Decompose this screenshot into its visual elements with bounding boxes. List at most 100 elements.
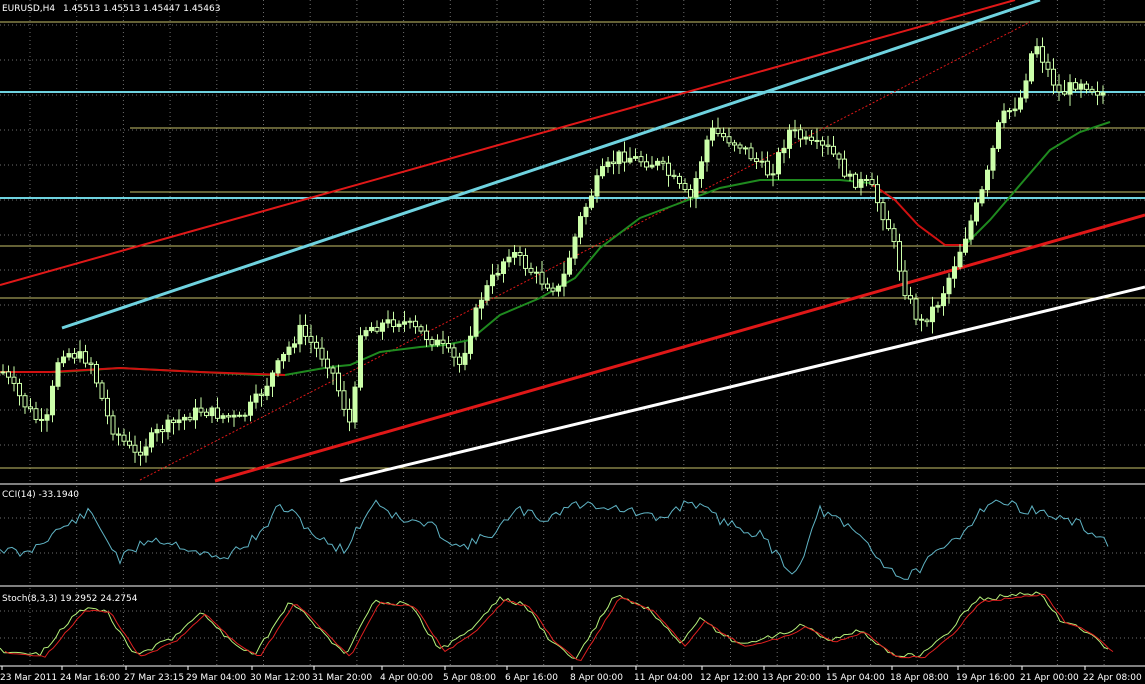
candle-body	[941, 293, 946, 307]
candle-body	[831, 145, 836, 155]
ohlc-label: 1.45513 1.45513 1.45447 1.45463	[63, 4, 220, 14]
candle-body	[28, 406, 33, 410]
time-axis-label: 15 Apr 04:00	[826, 673, 885, 683]
candle-body	[974, 202, 979, 222]
candle-body	[105, 397, 110, 417]
candle-body	[649, 164, 655, 168]
candle-body	[22, 395, 28, 408]
candle-body	[154, 429, 160, 434]
candle-body	[561, 273, 567, 287]
candle-body	[1040, 46, 1045, 63]
candle-body	[110, 415, 116, 435]
candle-body	[0, 371, 6, 374]
candle-body	[165, 419, 171, 433]
candle-body	[770, 173, 776, 176]
candle-body	[435, 339, 440, 346]
time-axis-label: 6 Apr 16:00	[505, 673, 558, 683]
trend-line	[139, 21, 1031, 481]
time-axis: 23 Mar 2011 24 Mar 16:00 27 Mar 23:15 29 Ma…	[0, 666, 1142, 683]
ma-line	[964, 121, 1111, 246]
candle-body	[286, 346, 292, 355]
candle-body	[413, 320, 418, 328]
candle-body	[979, 189, 985, 204]
candle-body	[330, 367, 336, 374]
candle-body	[297, 324, 303, 345]
candle-body	[946, 277, 952, 295]
candle-body	[66, 353, 72, 358]
time-axis-label: 18 Apr 08:00	[890, 673, 949, 683]
candle-body	[792, 129, 798, 132]
candle-body	[721, 133, 726, 138]
trend-lines[interactable]	[0, 0, 1145, 483]
candle-body	[149, 432, 154, 448]
cci-line	[0, 499, 1109, 580]
candle-body	[391, 319, 396, 328]
candle-body	[836, 153, 842, 160]
candle-body	[39, 418, 44, 421]
candle-body	[275, 360, 281, 374]
candle-body	[308, 335, 314, 343]
candle-body	[864, 178, 869, 181]
candle-body	[567, 257, 572, 275]
candle-body	[1100, 92, 1106, 96]
candle-body	[880, 202, 886, 221]
candle-body	[396, 323, 402, 328]
candle-body	[528, 267, 534, 273]
candle-body	[534, 271, 539, 274]
candle-body	[374, 326, 380, 332]
candle-body	[963, 238, 968, 253]
candle-body	[50, 385, 55, 416]
candle-body	[325, 358, 330, 369]
candle-body	[1056, 84, 1062, 93]
candle-body	[1029, 53, 1034, 82]
candle-body	[99, 382, 105, 399]
candle-body	[292, 343, 297, 348]
candle-body	[418, 326, 424, 332]
time-axis-label: 21 Apr 00:00	[1020, 673, 1079, 683]
candle-body	[253, 393, 259, 403]
candle-body	[204, 411, 209, 417]
candle-body	[407, 320, 413, 323]
candle-body	[473, 307, 479, 337]
candle-body	[886, 219, 891, 230]
stoch-label: Stoch(8,3,3) 19.2952 24.2754	[2, 594, 138, 604]
candle-body	[682, 182, 688, 191]
candle-body	[193, 407, 198, 421]
time-axis-label: 23 Mar 2011	[0, 673, 57, 683]
candle-body	[484, 285, 490, 301]
candle-body	[644, 161, 649, 168]
candle-body	[61, 356, 66, 364]
candle-body	[897, 241, 902, 272]
candle-body	[88, 362, 94, 365]
candle-body	[127, 440, 132, 446]
candle-body	[781, 147, 787, 154]
trend-line	[214, 213, 1145, 483]
candle-body	[809, 136, 814, 141]
candle-body	[930, 306, 935, 323]
grid	[0, 0, 1145, 665]
candle-body	[347, 408, 352, 423]
candle-body	[424, 330, 429, 340]
candle-body	[1062, 91, 1067, 95]
candle-body	[594, 175, 600, 197]
candle-body	[1034, 46, 1040, 55]
candle-body	[83, 351, 88, 364]
candle-body	[847, 173, 853, 177]
candle-body	[633, 156, 638, 159]
candle-body	[715, 127, 721, 135]
candle-body	[539, 271, 545, 285]
candle-body	[512, 252, 517, 258]
ma-line	[869, 182, 965, 246]
candle-body	[968, 220, 974, 240]
time-axis-label: 5 Apr 08:00	[443, 673, 496, 683]
candle-body	[138, 451, 143, 456]
candle-body	[776, 152, 781, 175]
candle-body	[446, 343, 451, 349]
candle-body	[176, 419, 182, 424]
candle-body	[44, 414, 50, 421]
candle-body	[380, 322, 385, 332]
candle-body	[666, 162, 671, 176]
candle-body	[231, 414, 237, 418]
